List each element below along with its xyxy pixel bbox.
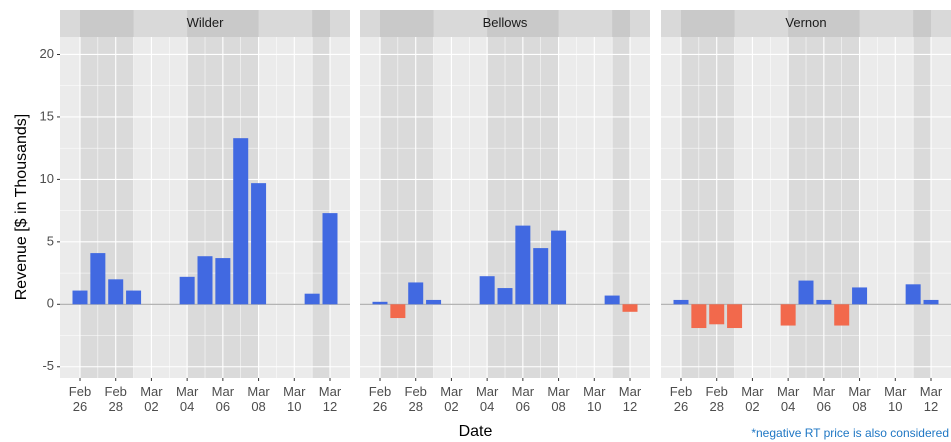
shaded-span [312,37,330,378]
bar [372,301,388,305]
x-tick-label: Mar 08 [848,384,871,414]
x-tick-label: Feb 28 [705,384,728,414]
strip-shade [80,10,134,37]
x-tick-label: Mar 12 [618,384,642,414]
bar [251,183,267,305]
strip [360,10,650,37]
bar [923,299,939,305]
y-tick-label: 10 [40,171,54,186]
bar [622,304,638,312]
bar [816,299,832,305]
bar [727,304,743,329]
shaded-span [913,37,931,378]
y-tick-label: 5 [47,233,54,248]
y-tick-label: -5 [42,358,54,373]
strip-label: Wilder [187,15,225,30]
x-tick-label: Feb 26 [669,384,693,414]
bar [390,304,406,319]
strip-shade [681,10,735,37]
footnote: *negative RT price is also considered [751,426,949,440]
y-tick-label: 0 [47,296,54,311]
bar [604,295,620,305]
x-axis-title: Date [458,423,493,440]
bar [905,284,921,305]
x-tick-label: Mar 06 [812,384,836,414]
bar [72,290,88,305]
shaded-span [380,37,434,378]
x-tick-label: Mar 06 [211,384,235,414]
strip-shade [380,10,434,37]
strip-shade [187,10,259,37]
bar [426,299,442,305]
x-tick-label: Feb 26 [68,384,92,414]
shaded-span [80,37,134,378]
strip-label: Vernon [785,15,826,30]
y-axis-title: Revenue [$ in Thousands] [13,114,30,301]
bar [780,304,796,326]
x-tick-label: Mar 12 [318,384,342,414]
bar [322,213,338,305]
bar [673,299,689,305]
x-tick-label: Mar 12 [919,384,943,414]
bar [709,304,725,325]
x-tick-label: Mar 08 [247,384,270,414]
y-tick-label: 15 [40,108,54,123]
strip-shade [612,10,630,37]
bar [179,276,195,305]
x-tick-label: Mar 02 [140,384,163,414]
bar [108,279,124,305]
x-tick-label: Mar 08 [547,384,570,414]
bar [691,304,707,329]
strip-shade [913,10,931,37]
bar [215,258,231,305]
strip-shade [487,10,559,37]
bar [90,253,106,305]
x-tick-label: Mar 04 [475,384,499,414]
bar [126,290,142,305]
x-tick-label: Mar 10 [583,384,606,414]
shaded-span [681,37,735,378]
strip [661,10,951,37]
bar [515,225,531,305]
bar [304,293,320,305]
bar [197,256,213,305]
bar [479,276,495,305]
bar [551,230,567,305]
x-tick-label: Mar 06 [511,384,535,414]
bar [233,138,249,305]
x-tick-label: Mar 04 [175,384,199,414]
bar [834,304,850,326]
y-tick-label: 20 [40,46,54,61]
strip-shade [788,10,860,37]
x-tick-label: Feb 26 [368,384,392,414]
bar [497,288,513,305]
bar [798,280,814,305]
strip-label: Bellows [483,15,528,30]
x-tick-label: Mar 04 [776,384,800,414]
bar [408,282,424,305]
bar [852,287,868,305]
x-tick-label: Mar 02 [440,384,463,414]
strip [60,10,350,37]
x-tick-label: Feb 28 [404,384,427,414]
shaded-span [612,37,630,378]
bar [533,248,549,305]
x-tick-label: Mar 10 [283,384,306,414]
x-tick-label: Mar 10 [884,384,907,414]
strip-shade [312,10,330,37]
x-tick-label: Mar 02 [741,384,764,414]
x-tick-label: Feb 28 [104,384,127,414]
